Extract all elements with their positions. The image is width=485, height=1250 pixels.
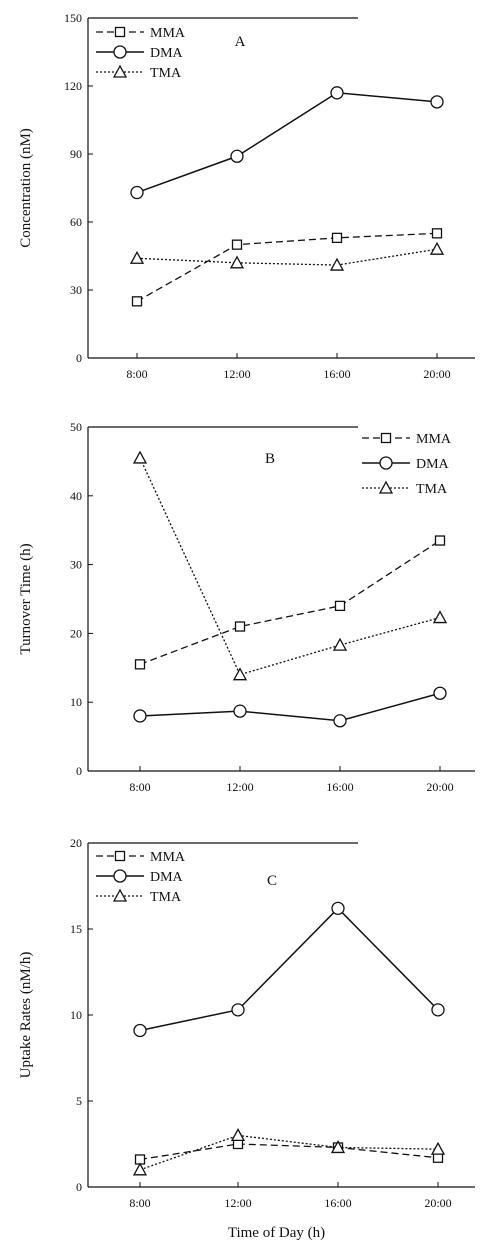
data-point-tma bbox=[132, 450, 148, 464]
y-tick-label: 0 bbox=[76, 351, 82, 365]
y-tick-label: 15 bbox=[70, 922, 82, 936]
chart-panel-c: 0 5 10 15 20 8:00 12:00 16:00 20:00 Uptake Rates … bbox=[18, 836, 475, 1241]
series-line-mma bbox=[139, 539, 441, 665]
data-point-dma bbox=[133, 1023, 147, 1038]
data-point-dma bbox=[331, 901, 345, 916]
panel-label: A bbox=[235, 34, 246, 50]
y-tick-label: 50 bbox=[70, 420, 82, 434]
data-point-mma bbox=[131, 296, 143, 307]
data-point-tma bbox=[330, 1140, 346, 1154]
y-tick-label: 60 bbox=[70, 215, 82, 229]
legend-marker-tma bbox=[112, 888, 128, 902]
y-tick-label: 30 bbox=[70, 283, 82, 297]
legend-label-tma: TMA bbox=[416, 482, 448, 497]
legend-label-tma: TMA bbox=[150, 890, 182, 905]
legend-marker-tma bbox=[378, 480, 394, 494]
x-tick-label: 16:00 bbox=[326, 780, 353, 794]
y-tick-label: 10 bbox=[70, 1008, 82, 1022]
legend-marker-mma bbox=[114, 850, 126, 862]
legend-label-dma: DMA bbox=[150, 870, 184, 885]
data-point-dma bbox=[431, 1003, 445, 1017]
x-tick-label: 12:00 bbox=[226, 780, 253, 794]
data-point-tma bbox=[132, 1162, 148, 1176]
legend-label-tma: TMA bbox=[150, 66, 182, 81]
y-tick-label: 5 bbox=[76, 1094, 82, 1108]
data-point-tma bbox=[332, 637, 348, 651]
data-point-dma bbox=[133, 709, 147, 723]
data-point-tma bbox=[230, 1128, 246, 1142]
legend-label-mma: MMA bbox=[150, 26, 186, 41]
data-point-dma bbox=[433, 686, 447, 700]
data-point-tma bbox=[432, 610, 448, 624]
data-point-dma bbox=[233, 704, 247, 718]
data-point-mma bbox=[434, 535, 446, 546]
data-point-tma bbox=[429, 241, 445, 255]
legend-marker-tma bbox=[112, 64, 128, 78]
data-point-mma bbox=[331, 232, 343, 244]
x-tick-label: 8:00 bbox=[129, 780, 150, 794]
legend-label-dma: DMA bbox=[416, 457, 450, 472]
x-tick-label: 20:00 bbox=[423, 367, 450, 381]
x-tick-label: 20:00 bbox=[426, 780, 453, 794]
data-point-tma bbox=[430, 1141, 446, 1155]
data-point-tma bbox=[229, 255, 245, 269]
legend-marker-dma bbox=[113, 45, 127, 59]
y-tick-label: 0 bbox=[76, 1180, 82, 1194]
data-point-tma bbox=[129, 250, 145, 264]
y-tick-label: 10 bbox=[70, 695, 82, 709]
series-line-dma bbox=[136, 92, 438, 194]
legend-label-mma: MMA bbox=[416, 432, 452, 447]
x-tick-label: 8:00 bbox=[129, 1196, 150, 1210]
series-line-mma bbox=[136, 232, 438, 302]
x-tick-label: 12:00 bbox=[224, 1196, 251, 1210]
x-axis-title: Time of Day (h) bbox=[228, 1225, 325, 1241]
data-point-mma bbox=[334, 600, 346, 612]
series-line-dma bbox=[139, 692, 441, 722]
series-line-tma bbox=[139, 457, 441, 676]
legend-marker-mma bbox=[114, 26, 126, 38]
x-tick-label: 16:00 bbox=[324, 1196, 351, 1210]
series-line-tma bbox=[136, 248, 438, 266]
data-point-dma bbox=[230, 149, 244, 163]
legend-label-dma: DMA bbox=[150, 46, 184, 61]
panel-label: B bbox=[265, 451, 275, 467]
y-tick-label: 30 bbox=[70, 558, 82, 572]
data-point-dma bbox=[333, 714, 347, 728]
x-tick-label: 20:00 bbox=[424, 1196, 451, 1210]
y-axis-title: Turnover Time (h) bbox=[18, 543, 34, 654]
x-tick-label: 12:00 bbox=[223, 367, 250, 381]
chart-panel-a: 0 30 60 90 120 150 8:00 12:00 16:00 20:00 Concentr… bbox=[18, 11, 475, 381]
x-tick-label: 8:00 bbox=[126, 367, 147, 381]
series-line-mma bbox=[139, 1143, 439, 1161]
data-point-mma bbox=[431, 228, 443, 239]
data-point-dma bbox=[330, 86, 344, 100]
data-point-dma bbox=[130, 185, 144, 200]
legend-label-mma: MMA bbox=[150, 850, 186, 865]
data-point-mma bbox=[234, 621, 246, 632]
y-tick-label: 40 bbox=[70, 489, 82, 503]
y-tick-label: 20 bbox=[70, 626, 82, 640]
y-axis-title: Concentration (nM) bbox=[18, 128, 34, 248]
data-point-dma bbox=[231, 1003, 245, 1017]
data-point-mma bbox=[134, 659, 146, 670]
data-point-tma bbox=[329, 257, 345, 271]
legend-marker-dma bbox=[113, 869, 127, 883]
y-tick-label: 20 bbox=[70, 836, 82, 850]
data-point-tma bbox=[232, 667, 248, 681]
y-axis-title: Uptake Rates (nM/h) bbox=[18, 952, 34, 1079]
y-tick-label: 120 bbox=[64, 79, 82, 93]
data-point-mma bbox=[231, 239, 243, 250]
y-tick-label: 90 bbox=[70, 147, 82, 161]
series-line-dma bbox=[139, 907, 439, 1032]
chart-panel-b: 0 10 20 30 40 50 8:00 12:00 16:00 20:00 Turnover T… bbox=[18, 420, 475, 794]
x-tick-label: 16:00 bbox=[323, 367, 350, 381]
data-point-dma bbox=[430, 95, 444, 109]
y-tick-label: 150 bbox=[64, 11, 82, 25]
legend-marker-mma bbox=[380, 432, 392, 444]
y-tick-label: 0 bbox=[76, 764, 82, 778]
panel-label: C bbox=[267, 873, 277, 889]
legend-marker-dma bbox=[379, 456, 393, 470]
